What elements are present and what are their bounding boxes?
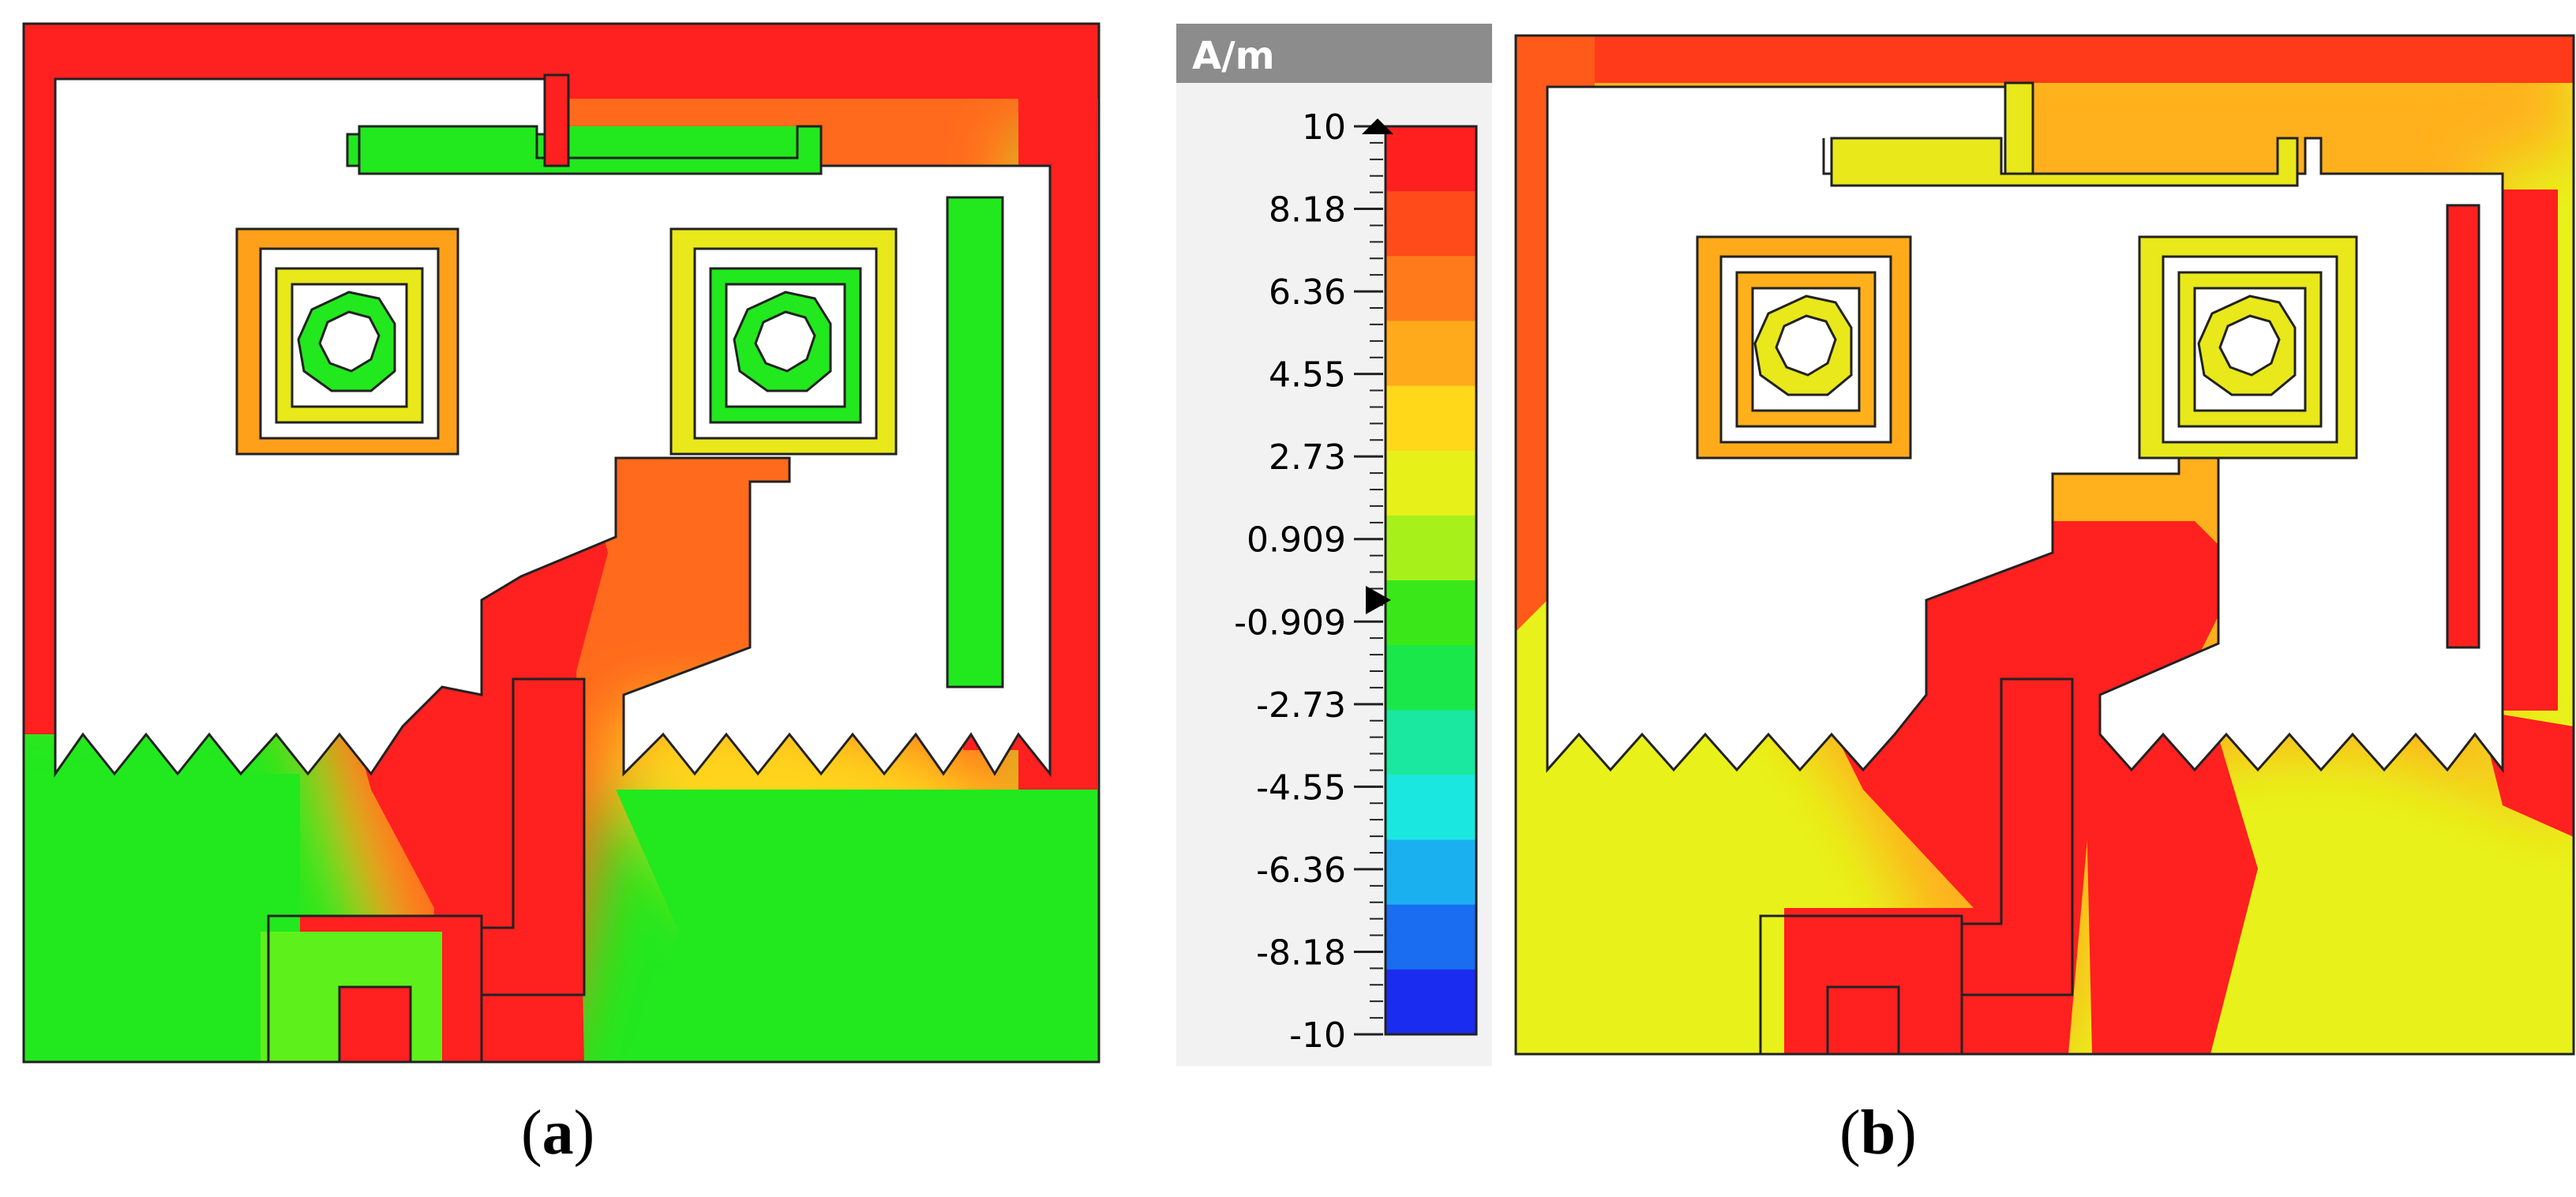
caption-b-letter: b	[1860, 1098, 1896, 1168]
colorbar-swatch	[1385, 580, 1476, 647]
colorbar-legend: A/m 10 8.18 6.36 4.55 2.73 0.909 -0.909 -2.73 -4…	[1176, 24, 1492, 1066]
caption-a-letter: a	[542, 1098, 574, 1168]
colorbar-swatch	[1385, 191, 1476, 257]
caption-a: (a)	[521, 1098, 594, 1169]
colorbar-tick-label: -0.909	[1234, 602, 1346, 643]
colorbar-tick-label: 0.909	[1247, 520, 1346, 561]
colorbar-swatch	[1385, 904, 1476, 970]
colorbar-tick-label: -8.18	[1256, 932, 1346, 973]
colorbar-header	[1176, 24, 1492, 83]
colorbar-swatch	[1385, 775, 1476, 841]
colorbar-tick-label: -2.73	[1256, 685, 1346, 726]
colorbar-swatch	[1385, 839, 1476, 906]
colorbar-swatch	[1385, 450, 1476, 516]
colorbar-unit: A/m	[1192, 34, 1275, 78]
colorbar-swatch	[1385, 385, 1476, 452]
colorbar-tick-label: 10	[1302, 107, 1346, 148]
colorbar-tick-label: 2.73	[1269, 437, 1346, 478]
panel-b-border	[1514, 34, 2575, 1056]
colorbar-swatch	[1385, 126, 1476, 193]
colorbar-swatch	[1385, 710, 1476, 776]
panel-a-border	[22, 22, 1101, 1064]
panel-a-svg	[22, 22, 1101, 1064]
colorbar-tick-label: -10	[1289, 1015, 1346, 1056]
caption-b: (b)	[1839, 1098, 1917, 1169]
colorbar-tick-label: 6.36	[1269, 272, 1346, 313]
colorbar-max-marker-icon	[1362, 118, 1393, 134]
panel-a-current-distribution	[0, 0, 1105, 1074]
colorbar-pointer-icon	[1366, 586, 1391, 614]
colorbar-swatch	[1385, 256, 1476, 322]
colorbar-swatch	[1385, 645, 1476, 711]
colorbar-tick-label: -4.55	[1256, 767, 1346, 808]
panel-a-metal-traces	[235, 73, 1004, 1064]
panel-b-current-distribution	[1500, 0, 2576, 1074]
caption-a-close: )	[573, 1098, 595, 1168]
caption-a-open: (	[521, 1098, 542, 1168]
colorbar-swatch	[1385, 515, 1476, 581]
colorbar-tick-label: -6.36	[1256, 850, 1346, 891]
colorbar-swatch	[1385, 969, 1476, 1035]
caption-b-open: (	[1839, 1098, 1861, 1168]
colorbar-gradient	[1384, 125, 1478, 1036]
colorbar-tick-label: 8.18	[1269, 190, 1346, 231]
colorbar-frame	[1384, 125, 1478, 1036]
colorbar-swatch	[1385, 321, 1476, 387]
panel-b-svg	[1514, 34, 2575, 1056]
colorbar-ticks: 10 8.18 6.36 4.55 2.73 0.909 -0.909 -2.73 -4.55 -…	[1234, 107, 1383, 1056]
colorbar-svg: A/m 10 8.18 6.36 4.55 2.73 0.909 -0.909 -2.73 -4…	[1176, 24, 1492, 1066]
colorbar-tick-label: 4.55	[1269, 355, 1346, 396]
panel-b-metal-traces	[1696, 81, 2480, 1056]
caption-b-close: )	[1895, 1098, 1917, 1168]
